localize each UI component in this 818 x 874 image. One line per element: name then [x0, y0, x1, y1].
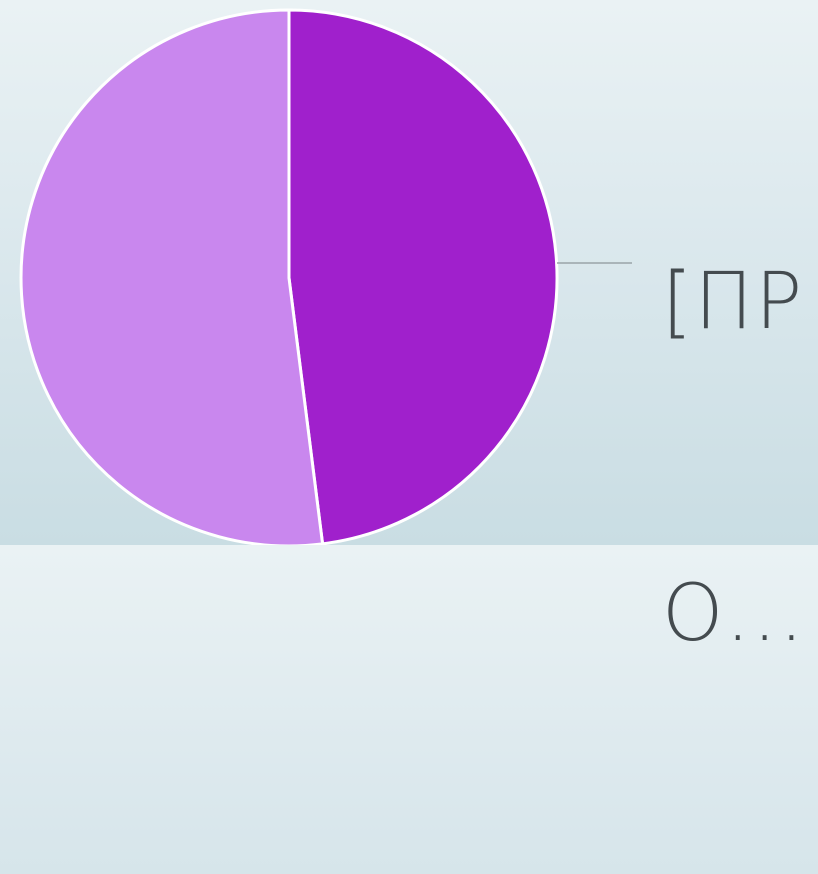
data-label-line-2: О...: [662, 569, 806, 659]
pie-slice-1: [287, 8, 559, 545]
pie-slice-2: [19, 8, 325, 545]
data-label-line-1: [ПР: [662, 257, 805, 347]
pie-chart: [ПР О...: [19, 8, 804, 659]
data-label: [ПР О...: [662, 42, 806, 874]
pie-chart-svg: [19, 8, 632, 545]
